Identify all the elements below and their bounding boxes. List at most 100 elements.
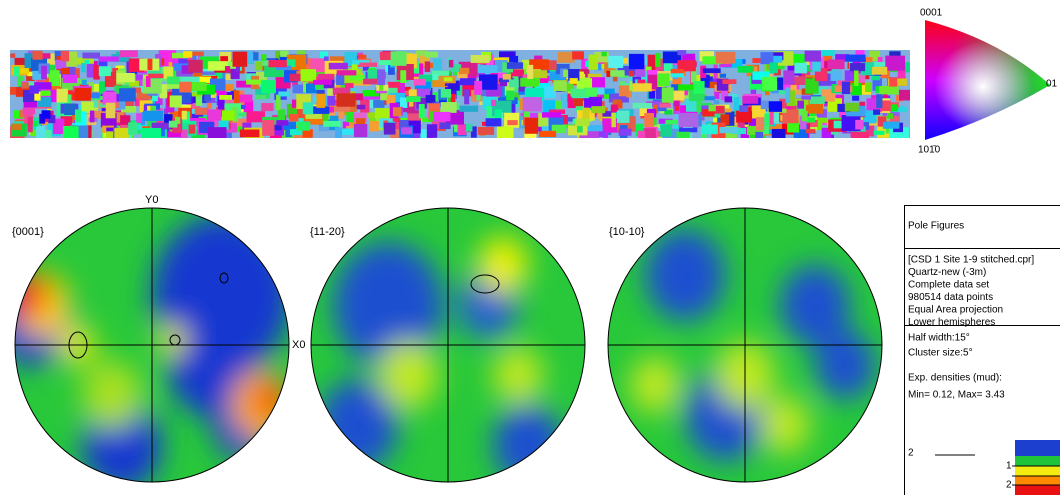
grain (323, 121, 341, 127)
grain (827, 60, 844, 70)
grain (647, 70, 657, 75)
grain (289, 114, 298, 121)
grain (785, 87, 790, 102)
grain (575, 119, 589, 127)
grain (611, 113, 615, 128)
density-blob (7, 272, 47, 318)
grain (779, 90, 787, 94)
grain (619, 85, 629, 96)
info-text: Quartz-new (-3m) (908, 267, 986, 278)
grain (427, 124, 437, 138)
grain (377, 69, 385, 85)
grain (425, 52, 438, 58)
grain (629, 71, 634, 77)
grain (509, 79, 519, 87)
grain (42, 110, 51, 118)
grain (773, 56, 782, 63)
grain (570, 89, 585, 97)
grain (179, 82, 191, 93)
info-text: Complete data set (908, 280, 989, 291)
grain (106, 103, 116, 119)
grain (660, 124, 672, 136)
grain (119, 88, 136, 101)
grain (507, 62, 523, 69)
grain (671, 69, 684, 73)
grain (240, 130, 259, 138)
grain (324, 56, 329, 60)
grain (439, 122, 450, 129)
grain (845, 103, 859, 112)
info-text: 2 (908, 448, 914, 459)
grain (400, 70, 406, 83)
grain (617, 110, 630, 122)
grain (61, 51, 69, 61)
grain (678, 84, 696, 90)
grain (306, 83, 317, 93)
grain (554, 80, 567, 91)
grain (414, 79, 426, 86)
grain (90, 111, 95, 123)
grain (471, 55, 490, 63)
grain (297, 122, 310, 131)
grain (738, 122, 745, 127)
grain (649, 91, 655, 99)
info-text: Pole Figures (908, 221, 964, 232)
grain (794, 63, 807, 74)
grain (756, 117, 764, 130)
info-text: Equal Area projection (908, 305, 1003, 316)
grain (147, 59, 152, 70)
grain (41, 66, 47, 80)
info-text: [CSD 1 Site 1-9 stitched.cpr] (908, 255, 1034, 266)
grain (570, 78, 578, 84)
grain (222, 110, 235, 120)
grain (459, 68, 469, 74)
grain (491, 100, 496, 106)
grain (665, 120, 677, 124)
grain (507, 120, 517, 125)
grain (608, 56, 623, 68)
grain (136, 113, 141, 123)
grain (876, 94, 882, 108)
grain (872, 67, 887, 75)
grain (874, 131, 885, 135)
grain (268, 60, 286, 67)
grain (850, 63, 865, 71)
grain (572, 51, 584, 59)
grain (346, 112, 353, 122)
grain (148, 74, 164, 78)
grain (887, 113, 893, 119)
grain (182, 111, 187, 120)
grain (387, 95, 396, 104)
grain (363, 79, 377, 85)
info-text: 980514 data points (908, 292, 993, 303)
grain (644, 128, 656, 138)
grain (391, 51, 407, 66)
grain (851, 132, 869, 138)
grain (589, 54, 598, 69)
density-blob (760, 396, 810, 454)
grain (433, 58, 442, 70)
grain (276, 120, 288, 125)
grain (885, 56, 905, 71)
grain (716, 52, 736, 64)
grain (401, 127, 412, 134)
grain (855, 120, 863, 130)
grain (406, 96, 420, 102)
grain (128, 122, 137, 134)
grain (738, 66, 753, 73)
grain (32, 51, 42, 60)
grain (705, 96, 715, 100)
grain (425, 61, 430, 72)
grain (755, 132, 763, 138)
grain (806, 129, 815, 133)
grain (441, 102, 457, 113)
pole-figure (0, 208, 292, 491)
grain (23, 108, 36, 114)
grain (873, 109, 880, 114)
grain (676, 132, 689, 138)
grain (831, 70, 842, 81)
grain (188, 60, 202, 73)
info-text: Lower hemispheres (908, 317, 995, 328)
info-text: Half width:15° (908, 333, 970, 344)
grain (337, 93, 356, 106)
